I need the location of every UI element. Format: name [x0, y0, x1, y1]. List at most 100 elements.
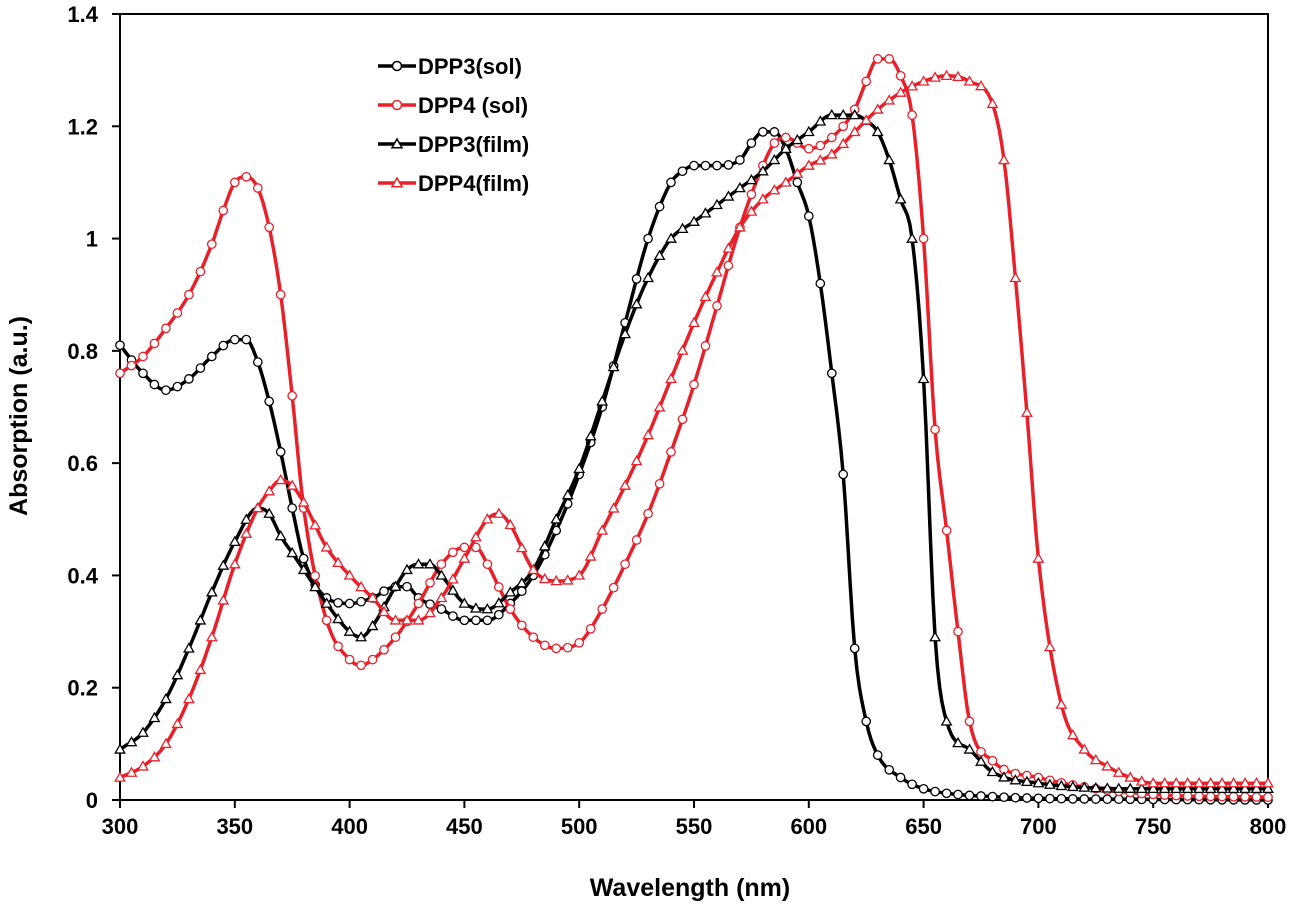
- data-point: [792, 177, 803, 188]
- data-point: [1251, 792, 1262, 802]
- data-point: [505, 604, 516, 614]
- data-point: [1102, 794, 1113, 805]
- legend-label: DPP3(film): [418, 132, 529, 157]
- data-point: [711, 266, 723, 277]
- data-point: [735, 155, 745, 165]
- data-point: [758, 127, 768, 137]
- data-point: [894, 193, 907, 204]
- data-point: [654, 201, 665, 212]
- x-tick-label: 750: [1135, 814, 1172, 839]
- x-tick-label: 450: [446, 814, 483, 839]
- data-point: [779, 176, 792, 187]
- data-point: [516, 586, 527, 597]
- data-point: [907, 779, 917, 790]
- data-point: [550, 513, 563, 524]
- data-point: [126, 360, 137, 371]
- data-point: [907, 110, 917, 120]
- data-point: [1158, 782, 1171, 794]
- data-point: [676, 344, 689, 355]
- data-point: [390, 632, 401, 643]
- data-point: [699, 207, 712, 218]
- data-point: [206, 239, 217, 250]
- data-point: [161, 385, 171, 396]
- data-point: [884, 54, 895, 64]
- legend: DPP3(sol) DPP4 (sol) DPP3(film) DPP4(film): [378, 54, 529, 196]
- data-point: [436, 559, 447, 570]
- data-point: [458, 597, 471, 608]
- data-point: [287, 390, 298, 401]
- data-point: [688, 215, 700, 226]
- data-point: [941, 525, 952, 536]
- x-tick-label: 600: [790, 814, 827, 839]
- data-point: [1182, 791, 1193, 801]
- data-point: [424, 606, 436, 618]
- data-point: [607, 502, 620, 513]
- data-point: [1158, 777, 1171, 788]
- data-point: [952, 70, 964, 82]
- data-point: [562, 642, 573, 653]
- data-point: [378, 605, 390, 617]
- data-point: [138, 351, 148, 362]
- data-point: [286, 479, 299, 490]
- data-point: [1204, 782, 1217, 794]
- data-point: [722, 190, 735, 201]
- data-point: [333, 641, 343, 652]
- data-point: [1181, 782, 1194, 794]
- data-point: [986, 765, 999, 777]
- data-point: [137, 760, 149, 771]
- data-point: [1240, 792, 1250, 802]
- data-point: [275, 447, 286, 457]
- data-point: [218, 340, 229, 351]
- data-point: [114, 743, 126, 754]
- data-point: [688, 316, 700, 328]
- data-point: [1170, 777, 1183, 788]
- data-point: [1217, 791, 1227, 802]
- data-point: [205, 631, 218, 642]
- data-point: [861, 76, 872, 87]
- data-point: [1078, 781, 1091, 792]
- series-4: [114, 69, 1274, 788]
- data-point: [918, 233, 929, 244]
- data-point: [504, 518, 517, 530]
- data-point: [125, 735, 138, 747]
- data-point: [975, 755, 987, 766]
- data-point: [700, 160, 711, 171]
- data-point: [1078, 743, 1091, 754]
- data-point: [1147, 777, 1160, 788]
- data-point: [448, 547, 458, 558]
- data-point: [356, 596, 366, 607]
- data-point: [964, 716, 975, 727]
- data-point: [1033, 793, 1044, 804]
- data-point: [310, 570, 321, 581]
- data-point: [1147, 782, 1160, 794]
- data-point: [620, 559, 630, 570]
- data-point: [1124, 782, 1137, 793]
- data-point: [802, 125, 815, 137]
- legend-item: DPP4(film): [378, 171, 529, 196]
- series-1: [115, 127, 1273, 805]
- legend-item: DPP4 (sol): [378, 93, 528, 118]
- data-point: [550, 574, 563, 586]
- data-point: [1066, 728, 1079, 740]
- data-point: [597, 604, 608, 614]
- data-point: [1194, 791, 1204, 802]
- data-point: [218, 205, 229, 216]
- data-point: [584, 430, 597, 441]
- data-point: [1205, 791, 1216, 802]
- data-point: [814, 115, 827, 126]
- data-point: [573, 462, 586, 474]
- data-point: [894, 86, 907, 97]
- data-point: [516, 620, 527, 631]
- data-point: [149, 379, 160, 390]
- data-point: [402, 581, 412, 592]
- data-point: [561, 488, 574, 500]
- data-point: [665, 372, 677, 384]
- x-tick-label: 550: [676, 814, 713, 839]
- data-point: [803, 211, 814, 221]
- data-point: [666, 177, 676, 188]
- data-point: [963, 75, 976, 86]
- data-point: [159, 737, 172, 749]
- data-point: [689, 160, 699, 171]
- data-point: [389, 614, 402, 625]
